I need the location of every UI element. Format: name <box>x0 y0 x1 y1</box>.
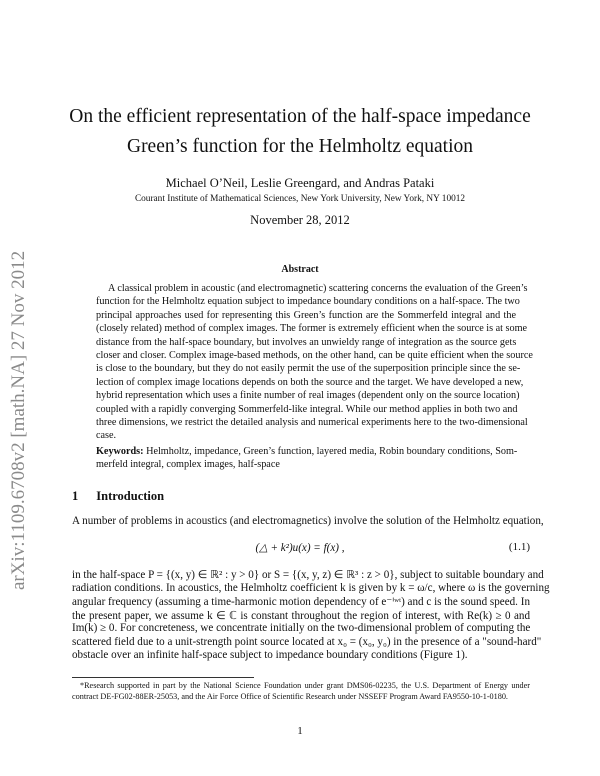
abstract-line: (closely related) method of complex imag… <box>96 323 528 335</box>
keywords-line: Keywords: Helmholtz, impedance, Green’s … <box>96 446 518 457</box>
footnote-rule <box>72 677 254 678</box>
abstract-line: closer and closer. Complex image-based m… <box>96 350 533 361</box>
body-line: obstacle over an infinite half-space sub… <box>72 649 468 661</box>
footnote-line: contract DE-FG02-88ER-25053, and the Air… <box>72 692 508 701</box>
title-line-1: On the efficient representation of the h… <box>69 106 531 127</box>
abstract-line: A classical problem in acoustic (and ele… <box>108 283 528 294</box>
body-line: scattered field due to a unit-strength p… <box>72 635 542 648</box>
section-title: Introduction <box>96 489 165 503</box>
body-line: Im(k) ≥ 0. For concreteness, we concentr… <box>72 622 531 634</box>
section-number: 1 <box>72 489 79 503</box>
equation-number: (1.1) <box>508 541 530 553</box>
keywords-label: Keywords: <box>96 446 144 457</box>
body-line: radiation conditions. In acoustics, the … <box>72 581 550 594</box>
intro-line: A number of problems in acoustics (and e… <box>72 515 544 527</box>
keywords-text: Helmholtz, impedance, Green’s function, … <box>146 446 518 457</box>
keywords-line: merfeld integral, complex images, half-s… <box>96 459 280 471</box>
body-line: in the half-space P = {(x, y) ∈ ℝ² : y >… <box>72 569 544 581</box>
abstract-line: function for the Helmholtz equation subj… <box>96 296 520 308</box>
abstract-line: principal approaches used for representi… <box>96 309 516 321</box>
footnote-line: *Research supported in part by the Natio… <box>80 681 530 690</box>
abstract-line: distance from the half-space boundary, b… <box>96 336 517 348</box>
abstract-line: is close to the boundary, but they do no… <box>96 363 521 375</box>
abstract-line: lection of complex image locations depen… <box>96 376 524 388</box>
abstract-line: hybrid representation which uses a finit… <box>96 390 520 402</box>
equation: (△ + k²)u(x) = f(x) , <box>255 542 345 554</box>
abstract-line: coupled with a rapidly converging Sommer… <box>96 403 518 415</box>
affiliation: Courant Institute of Mathematical Scienc… <box>134 194 466 204</box>
date: November 28, 2012 <box>250 213 350 227</box>
body-line: angular frequency (assuming a time-harmo… <box>72 596 530 608</box>
title-line-2: Green’s function for the Helmholtz equat… <box>126 136 474 157</box>
abstract-heading: Abstract <box>281 264 319 275</box>
abstract-line: three dimensions, we restrict the detail… <box>96 417 528 428</box>
authors: Michael O’Neil, Leslie Greengard, and An… <box>165 176 435 190</box>
abstract-line: case. <box>96 430 117 442</box>
section-heading: 1 Introduction <box>72 489 164 504</box>
page-number: 1 <box>297 725 303 737</box>
body-line: the present paper, we assume k ∈ ℂ is co… <box>72 609 530 622</box>
